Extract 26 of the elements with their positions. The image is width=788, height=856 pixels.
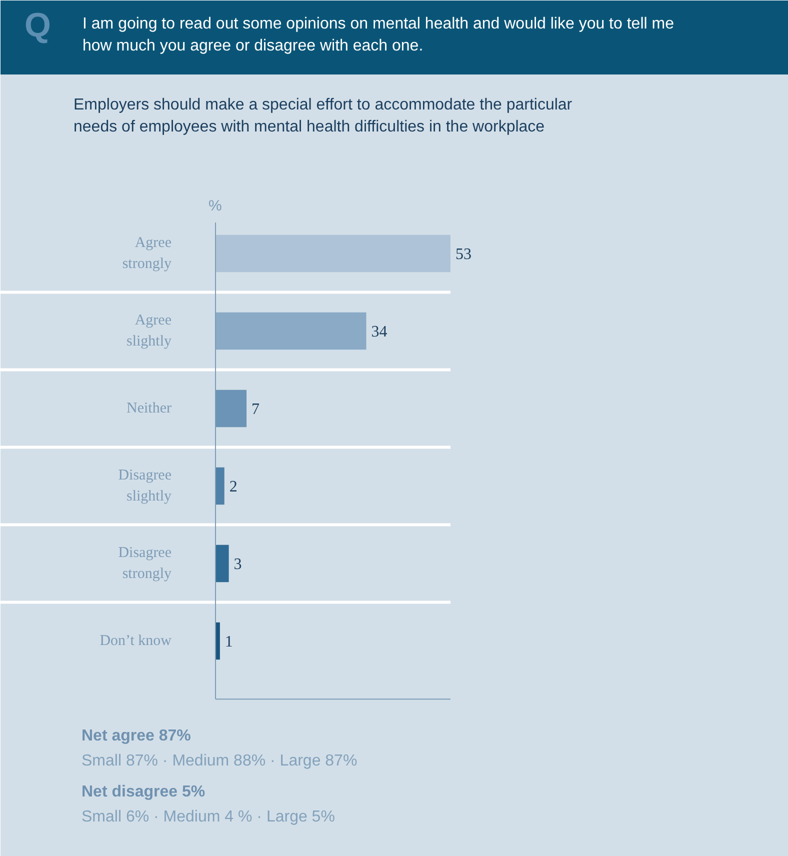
data-label: 53 xyxy=(456,246,472,263)
bar xyxy=(216,234,450,272)
data-label: 2 xyxy=(229,478,238,496)
text: Net agree 87% xyxy=(82,728,191,744)
x-axis-title: % xyxy=(208,198,222,214)
text: Small 6% · Medium 4 % · Large 5% xyxy=(82,808,335,826)
bar xyxy=(216,544,229,582)
bar xyxy=(216,312,366,350)
bar xyxy=(216,467,224,505)
text: Net disagree 5% xyxy=(82,784,206,800)
y-tick-label: Disagree strongly xyxy=(118,545,172,582)
y-tick-label: Neither xyxy=(126,400,172,416)
bar xyxy=(216,390,247,428)
data-label: 34 xyxy=(371,324,388,340)
chart-subtitle: Employers should make a special effort to accommodate the particular needs of employees with mental health difficulties in the workplace xyxy=(74,96,573,136)
chart-title: I am going to read out some opinions on mental health and would like you to tell me how much you agree or disagree with each one. xyxy=(82,16,674,55)
data-label: 7 xyxy=(252,401,260,418)
bar xyxy=(216,622,220,660)
data-label: 3 xyxy=(234,556,242,573)
data-label: 1 xyxy=(224,634,233,650)
y-tick-label: Disagree slightly xyxy=(118,468,172,504)
text: Small 87% · Medium 88% · Large 87% xyxy=(82,752,358,770)
text: Q xyxy=(24,6,51,44)
y-tick-label: Don’t know xyxy=(100,633,172,649)
y-tick-label: Agree strongly xyxy=(122,235,172,272)
y-tick-label: Agree slightly xyxy=(126,312,172,350)
